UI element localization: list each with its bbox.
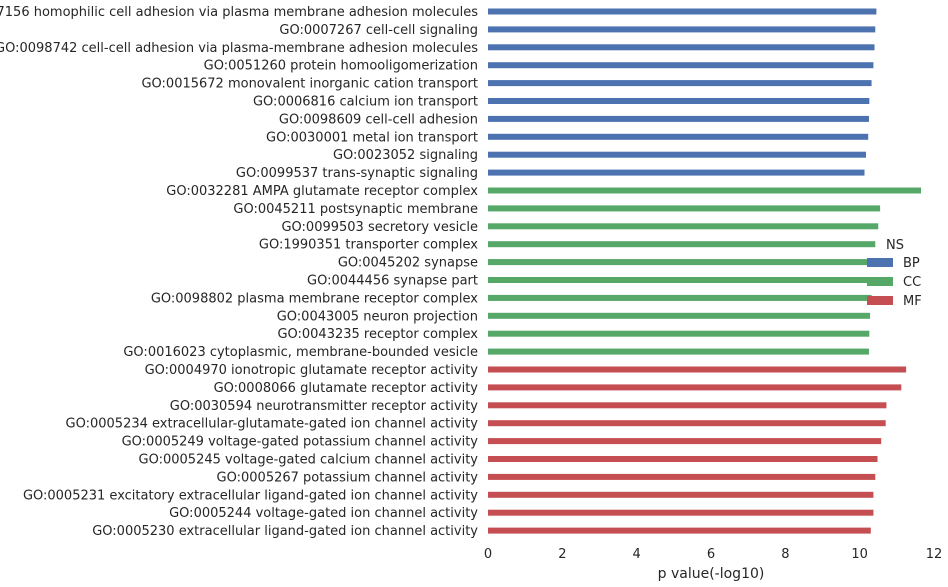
x-tick-label: 2	[558, 547, 566, 562]
category-label: GO:0045211 postsynaptic membrane	[233, 202, 478, 217]
category-label: GO:1990351 transporter complex	[259, 238, 478, 253]
bars-group	[488, 8, 921, 534]
legend-swatch	[867, 258, 893, 267]
category-label: GO:0007156 homophilic cell adhesion via …	[0, 5, 478, 20]
bar	[488, 80, 872, 87]
category-labels: GO:0007156 homophilic cell adhesion via …	[0, 5, 478, 539]
bar	[488, 509, 874, 516]
x-axis-title: p value(-log10)	[658, 566, 765, 582]
x-axis-ticks: 0 2 4 6 8 10 12	[484, 547, 942, 562]
category-label: GO:0030594 neurotransmitter receptor act…	[170, 399, 479, 414]
category-label: GO:0005244 voltage-gated ion channel act…	[169, 506, 478, 521]
bar	[488, 26, 876, 33]
bar	[488, 438, 882, 445]
bar	[488, 8, 877, 15]
bar	[488, 527, 871, 534]
bar	[488, 420, 886, 427]
category-label: GO:0043235 receptor complex	[277, 327, 478, 342]
bar	[488, 384, 902, 391]
category-label: GO:0098742 cell-cell adhesion via plasma…	[0, 41, 478, 56]
category-label: GO:0030001 metal ion transport	[266, 130, 478, 145]
bar	[488, 473, 876, 480]
category-label: GO:0005249 voltage-gated potassium chann…	[122, 435, 479, 450]
bar	[488, 151, 866, 158]
bar	[488, 115, 869, 122]
bar	[488, 402, 887, 409]
category-label: GO:0098609 cell-cell adhesion	[279, 112, 478, 127]
category-label: GO:0016023 cytoplasmic, membrane-bounded…	[123, 345, 478, 360]
bar	[488, 294, 872, 301]
bar	[488, 44, 875, 51]
bar	[488, 223, 879, 230]
x-tick-label: 0	[484, 547, 492, 562]
category-label: GO:0006816 calcium ion transport	[253, 95, 478, 110]
bar	[488, 456, 878, 462]
x-tick-label: 6	[707, 547, 715, 562]
bar	[488, 491, 874, 498]
bar	[488, 312, 871, 319]
x-tick-label: 4	[633, 547, 641, 562]
category-label: GO:0099537 trans-synaptic signaling	[236, 166, 478, 181]
bar	[488, 366, 907, 373]
category-label: GO:0045202 synapse	[338, 256, 478, 271]
category-label: GO:0023052 signaling	[333, 148, 478, 163]
legend-label: BP	[903, 256, 920, 271]
category-label: GO:0044456 synapse part	[307, 274, 478, 289]
category-label: GO:0099503 secretory vesicle	[281, 220, 478, 235]
legend-title: NS	[886, 238, 904, 253]
category-label: GO:0005230 extracellular ligand-gated io…	[92, 524, 478, 539]
bar	[488, 205, 881, 212]
category-label: GO:0005231 excitatory extracellular liga…	[23, 488, 478, 503]
category-label: GO:0032281 AMPA glutamate receptor compl…	[166, 184, 478, 199]
bar	[488, 62, 874, 69]
category-label: GO:0008066 glutamate receptor activity	[214, 381, 479, 396]
legend-label: MF	[903, 294, 922, 309]
category-label: GO:0005234 extracellular-glutamate-gated…	[66, 417, 479, 432]
bar	[488, 187, 921, 194]
category-label: GO:0004970 ionotropic glutamate receptor…	[145, 363, 479, 378]
category-label: GO:0051260 protein homooligomerization	[204, 59, 478, 74]
x-tick-label: 12	[926, 547, 943, 562]
x-tick-label: 10	[851, 547, 868, 562]
category-label: GO:0098802 plasma membrane receptor comp…	[151, 291, 478, 306]
category-label: GO:0007267 cell-cell signaling	[279, 23, 478, 38]
legend-label: CC	[903, 275, 921, 290]
legend-swatch	[867, 296, 893, 305]
bar	[488, 98, 870, 104]
bar	[488, 330, 870, 337]
category-label: GO:0005267 potassium channel activity	[217, 470, 479, 485]
bar	[488, 133, 869, 140]
category-label: GO:0005245 voltage-gated calcium channel…	[139, 453, 479, 468]
legend-swatch	[867, 277, 893, 286]
x-tick-label: 8	[781, 547, 789, 562]
legend-entries: BP CC MF	[867, 256, 922, 309]
category-label: GO:0015672 monovalent inorganic cation t…	[141, 77, 478, 92]
bar	[488, 169, 865, 176]
bar	[488, 259, 874, 266]
bar	[488, 241, 876, 248]
category-label: GO:0043005 neuron projection	[277, 309, 478, 324]
legend: NS BP CC MF	[867, 238, 922, 309]
bar	[488, 277, 873, 283]
bar	[488, 348, 869, 355]
